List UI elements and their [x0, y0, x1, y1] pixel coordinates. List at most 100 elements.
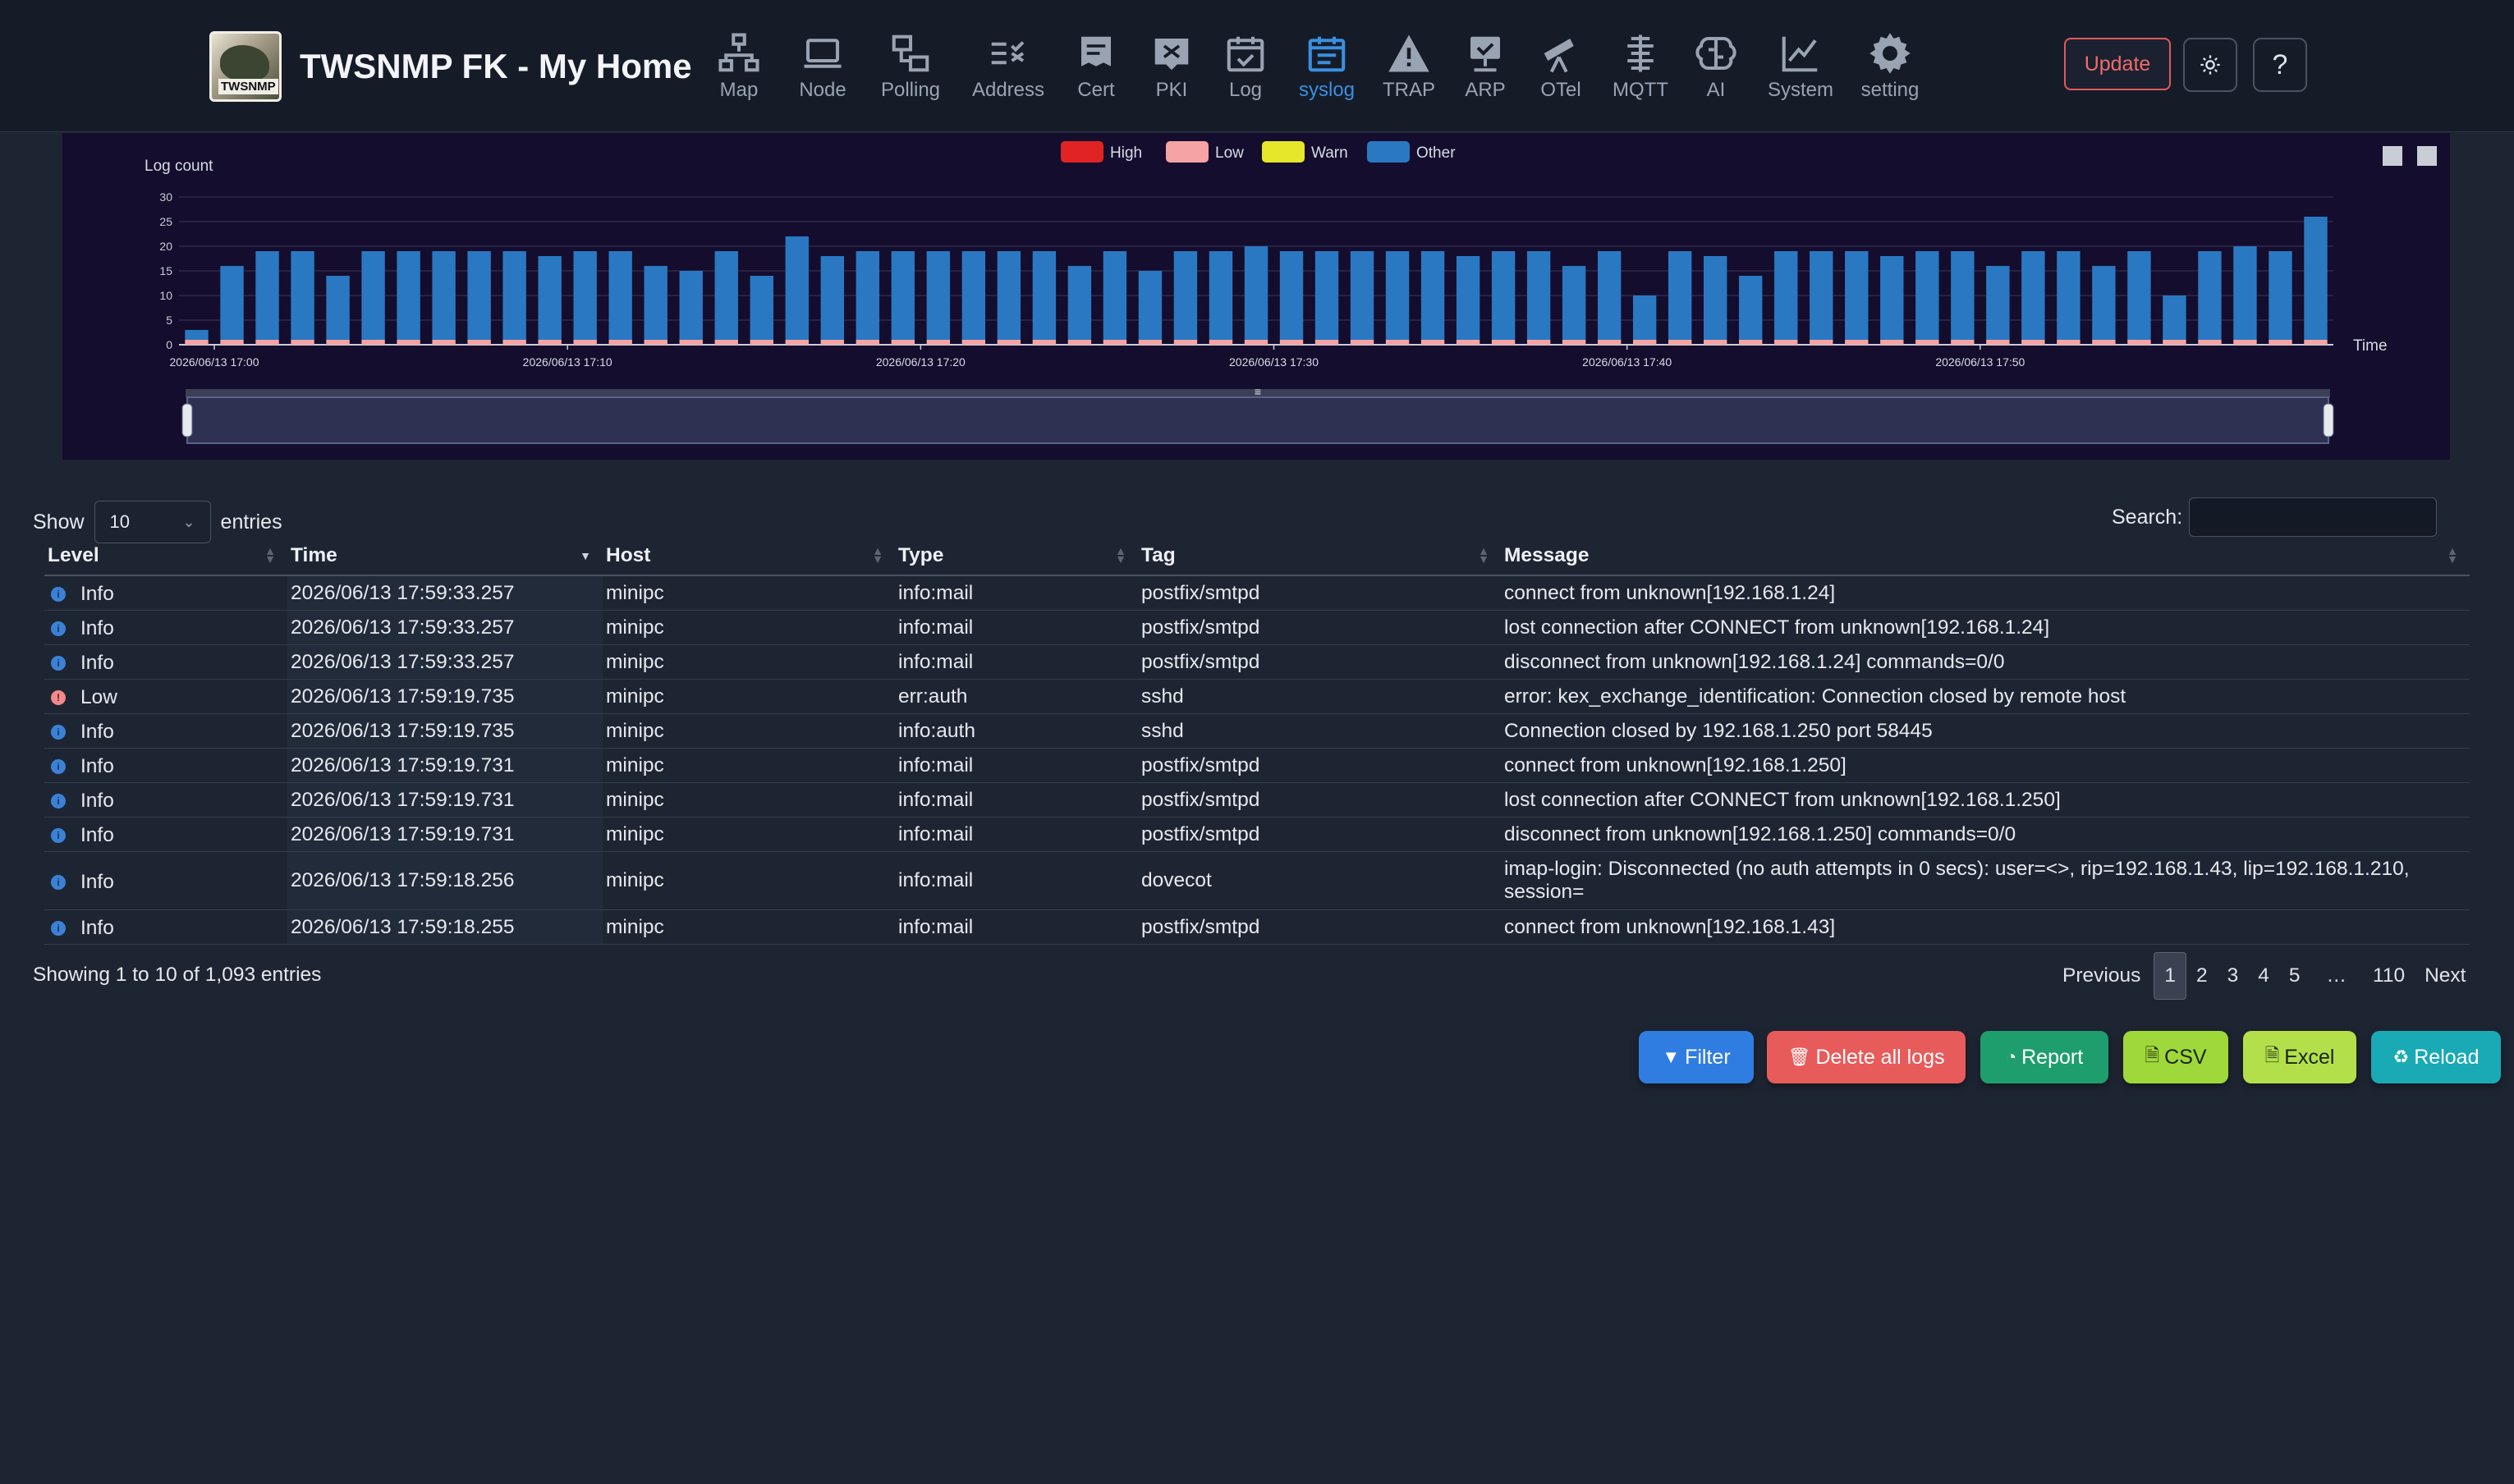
table-row[interactable]: ! Low 2026/06/13 17:59:19.735 minipc err:aut… — [44, 679, 2470, 714]
update-button[interactable]: Update — [2064, 38, 2171, 90]
pagination-page-last[interactable]: 110 — [2373, 964, 2406, 987]
nav-label: TRAP — [1382, 79, 1435, 101]
y-tick-label: 10 — [159, 289, 172, 302]
cell-level: i Info — [44, 851, 287, 910]
bar-low — [397, 340, 420, 345]
level-text: Info — [80, 824, 114, 846]
zoom-slider-track — [186, 389, 2330, 397]
x-tick-label: 2026/06/13 17:20 — [876, 355, 966, 369]
nav-item-trap[interactable]: TRAP — [1379, 31, 1438, 102]
reload-button[interactable]: ♻ Reload — [2371, 1031, 2501, 1083]
nav-item-polling[interactable]: Polling — [875, 31, 946, 102]
nav-item-system[interactable]: System — [1764, 31, 1837, 102]
legend-label-warn: Warn — [1311, 144, 1348, 162]
nav-item-cert[interactable]: Cert — [1067, 31, 1125, 102]
bar-other — [1526, 251, 1551, 340]
bar-low — [361, 340, 385, 345]
nav-item-otel[interactable]: OTel — [1532, 31, 1590, 102]
csv-button[interactable]: 🗎 CSV — [2123, 1031, 2228, 1083]
bar-low — [1739, 340, 1763, 345]
map-network-icon — [718, 33, 759, 72]
nav-label: AI — [1706, 79, 1726, 101]
cell-message: disconnect from unknown[192.168.1.24] co… — [1501, 644, 2470, 680]
pagination-page-4[interactable]: 4 — [2258, 964, 2269, 987]
help-button[interactable]: ? — [2253, 38, 2307, 92]
table-row[interactable]: i Info 2026/06/13 17:59:18.255 minipc info:m… — [44, 909, 2470, 945]
bar-low — [2092, 340, 2116, 345]
table-row[interactable]: i Info 2026/06/13 17:59:18.256 minipc info:m… — [44, 851, 2470, 910]
table-row[interactable]: i Info 2026/06/13 17:59:19.731 minipc info:m… — [44, 748, 2470, 783]
nav-item-log[interactable]: Log — [1218, 31, 1273, 102]
column-header-tag[interactable]: Tag ▲ ▼ — [1138, 537, 1501, 576]
report-button[interactable]: ◔ Report — [1980, 1031, 2108, 1083]
cell-type: info:mail — [895, 644, 1138, 680]
column-header-level[interactable]: Level ▲ ▼ — [44, 537, 287, 576]
bar-low — [573, 340, 597, 345]
excel-button[interactable]: 🗎 Excel — [2243, 1031, 2356, 1083]
info-circle-icon: i — [51, 874, 66, 890]
pagination-next[interactable]: Next — [2425, 964, 2466, 987]
cell-tag: postfix/smtpd — [1138, 575, 1501, 611]
x-tick-label: 2026/06/13 17:30 — [1229, 355, 1319, 369]
table-row[interactable]: i Info 2026/06/13 17:59:33.257 minipc info:m… — [44, 575, 2470, 611]
search-input[interactable] — [2189, 497, 2438, 537]
bar-other — [1244, 246, 1268, 340]
delete-all-logs-button[interactable]: 🗑 Delete all logs — [1767, 1031, 1966, 1083]
pagination-page-1[interactable]: 1 — [2154, 952, 2186, 1000]
level-text: Info — [80, 721, 114, 743]
bar-other — [1986, 266, 2010, 340]
nav-item-arp[interactable]: ARP — [1458, 31, 1512, 102]
cell-type: info:mail — [895, 909, 1138, 945]
nav-item-mqtt[interactable]: MQTT — [1609, 31, 1672, 102]
nav-item-syslog[interactable]: syslog — [1294, 31, 1360, 102]
pagination-page-5[interactable]: 5 — [2288, 964, 2301, 987]
nav-label: System — [1767, 79, 1833, 101]
bar-other — [1138, 271, 1163, 340]
cell-level: i Info — [44, 782, 287, 818]
nav-label: syslog — [1298, 79, 1356, 101]
bar-other — [785, 236, 809, 340]
cell-time: 2026/06/13 17:59:33.257 — [287, 610, 603, 645]
bar-other — [432, 251, 456, 340]
pagination-previous[interactable]: Previous — [2062, 964, 2141, 987]
legend-swatch-high — [1061, 141, 1103, 163]
bar-other — [1491, 251, 1516, 340]
column-header-host[interactable]: Host ▲ ▼ — [603, 537, 895, 576]
nav-item-setting[interactable]: setting — [1856, 31, 1924, 102]
bar-low — [1810, 340, 1833, 345]
column-header-message[interactable]: Message ▲ ▼ — [1501, 537, 2470, 576]
bar-other — [502, 251, 526, 340]
cell-tag: dovecot — [1138, 851, 1501, 910]
level-text: Low — [80, 686, 117, 708]
bar-other — [326, 276, 350, 340]
column-header-time[interactable]: Time ▼ — [287, 537, 603, 576]
theme-toggle-button[interactable] — [2183, 38, 2237, 92]
table-row[interactable]: i Info 2026/06/13 17:59:19.731 minipc info:m… — [44, 817, 2470, 852]
nav-item-map[interactable]: Map — [708, 31, 770, 102]
bar-other — [1456, 256, 1480, 340]
brand[interactable]: TWSNMP TWSNMP FK - My Home — [209, 31, 692, 102]
cell-type: info:mail — [895, 782, 1138, 818]
table-row[interactable]: i Info 2026/06/13 17:59:19.731 minipc info:m… — [44, 782, 2470, 818]
bar-other — [714, 251, 738, 340]
app-title: TWSNMP FK - My Home — [300, 47, 692, 85]
zoom-slider-window — [186, 396, 2329, 444]
table-row[interactable]: i Info 2026/06/13 17:59:33.257 minipc info:m… — [44, 610, 2470, 645]
bar-low — [502, 340, 526, 345]
column-header-type[interactable]: Type ▲ ▼ — [895, 537, 1138, 576]
nav-item-ai[interactable]: AI — [1691, 31, 1741, 102]
nav-item-node[interactable]: Node — [791, 31, 854, 102]
nav-item-address[interactable]: Address — [967, 31, 1049, 102]
pagination-page-2[interactable]: 2 — [2195, 964, 2208, 987]
nav-label: Cert — [1077, 79, 1115, 101]
table-row[interactable]: i Info 2026/06/13 17:59:33.257 minipc info:m… — [44, 644, 2470, 680]
filter-button[interactable]: ▼ Filter — [1639, 1031, 1754, 1083]
pagination-page-3[interactable]: 3 — [2227, 964, 2239, 987]
nav-item-pki[interactable]: PKI — [1145, 31, 1199, 102]
y-tick-label: 30 — [159, 190, 172, 204]
csv-label: CSV — [2164, 1045, 2207, 1069]
page-length-select[interactable]: 10 ⌄ — [94, 501, 211, 543]
table-row[interactable]: i Info 2026/06/13 17:59:19.735 minipc info:a… — [44, 713, 2470, 749]
bar-low — [2233, 340, 2257, 345]
bar-low — [467, 340, 491, 345]
